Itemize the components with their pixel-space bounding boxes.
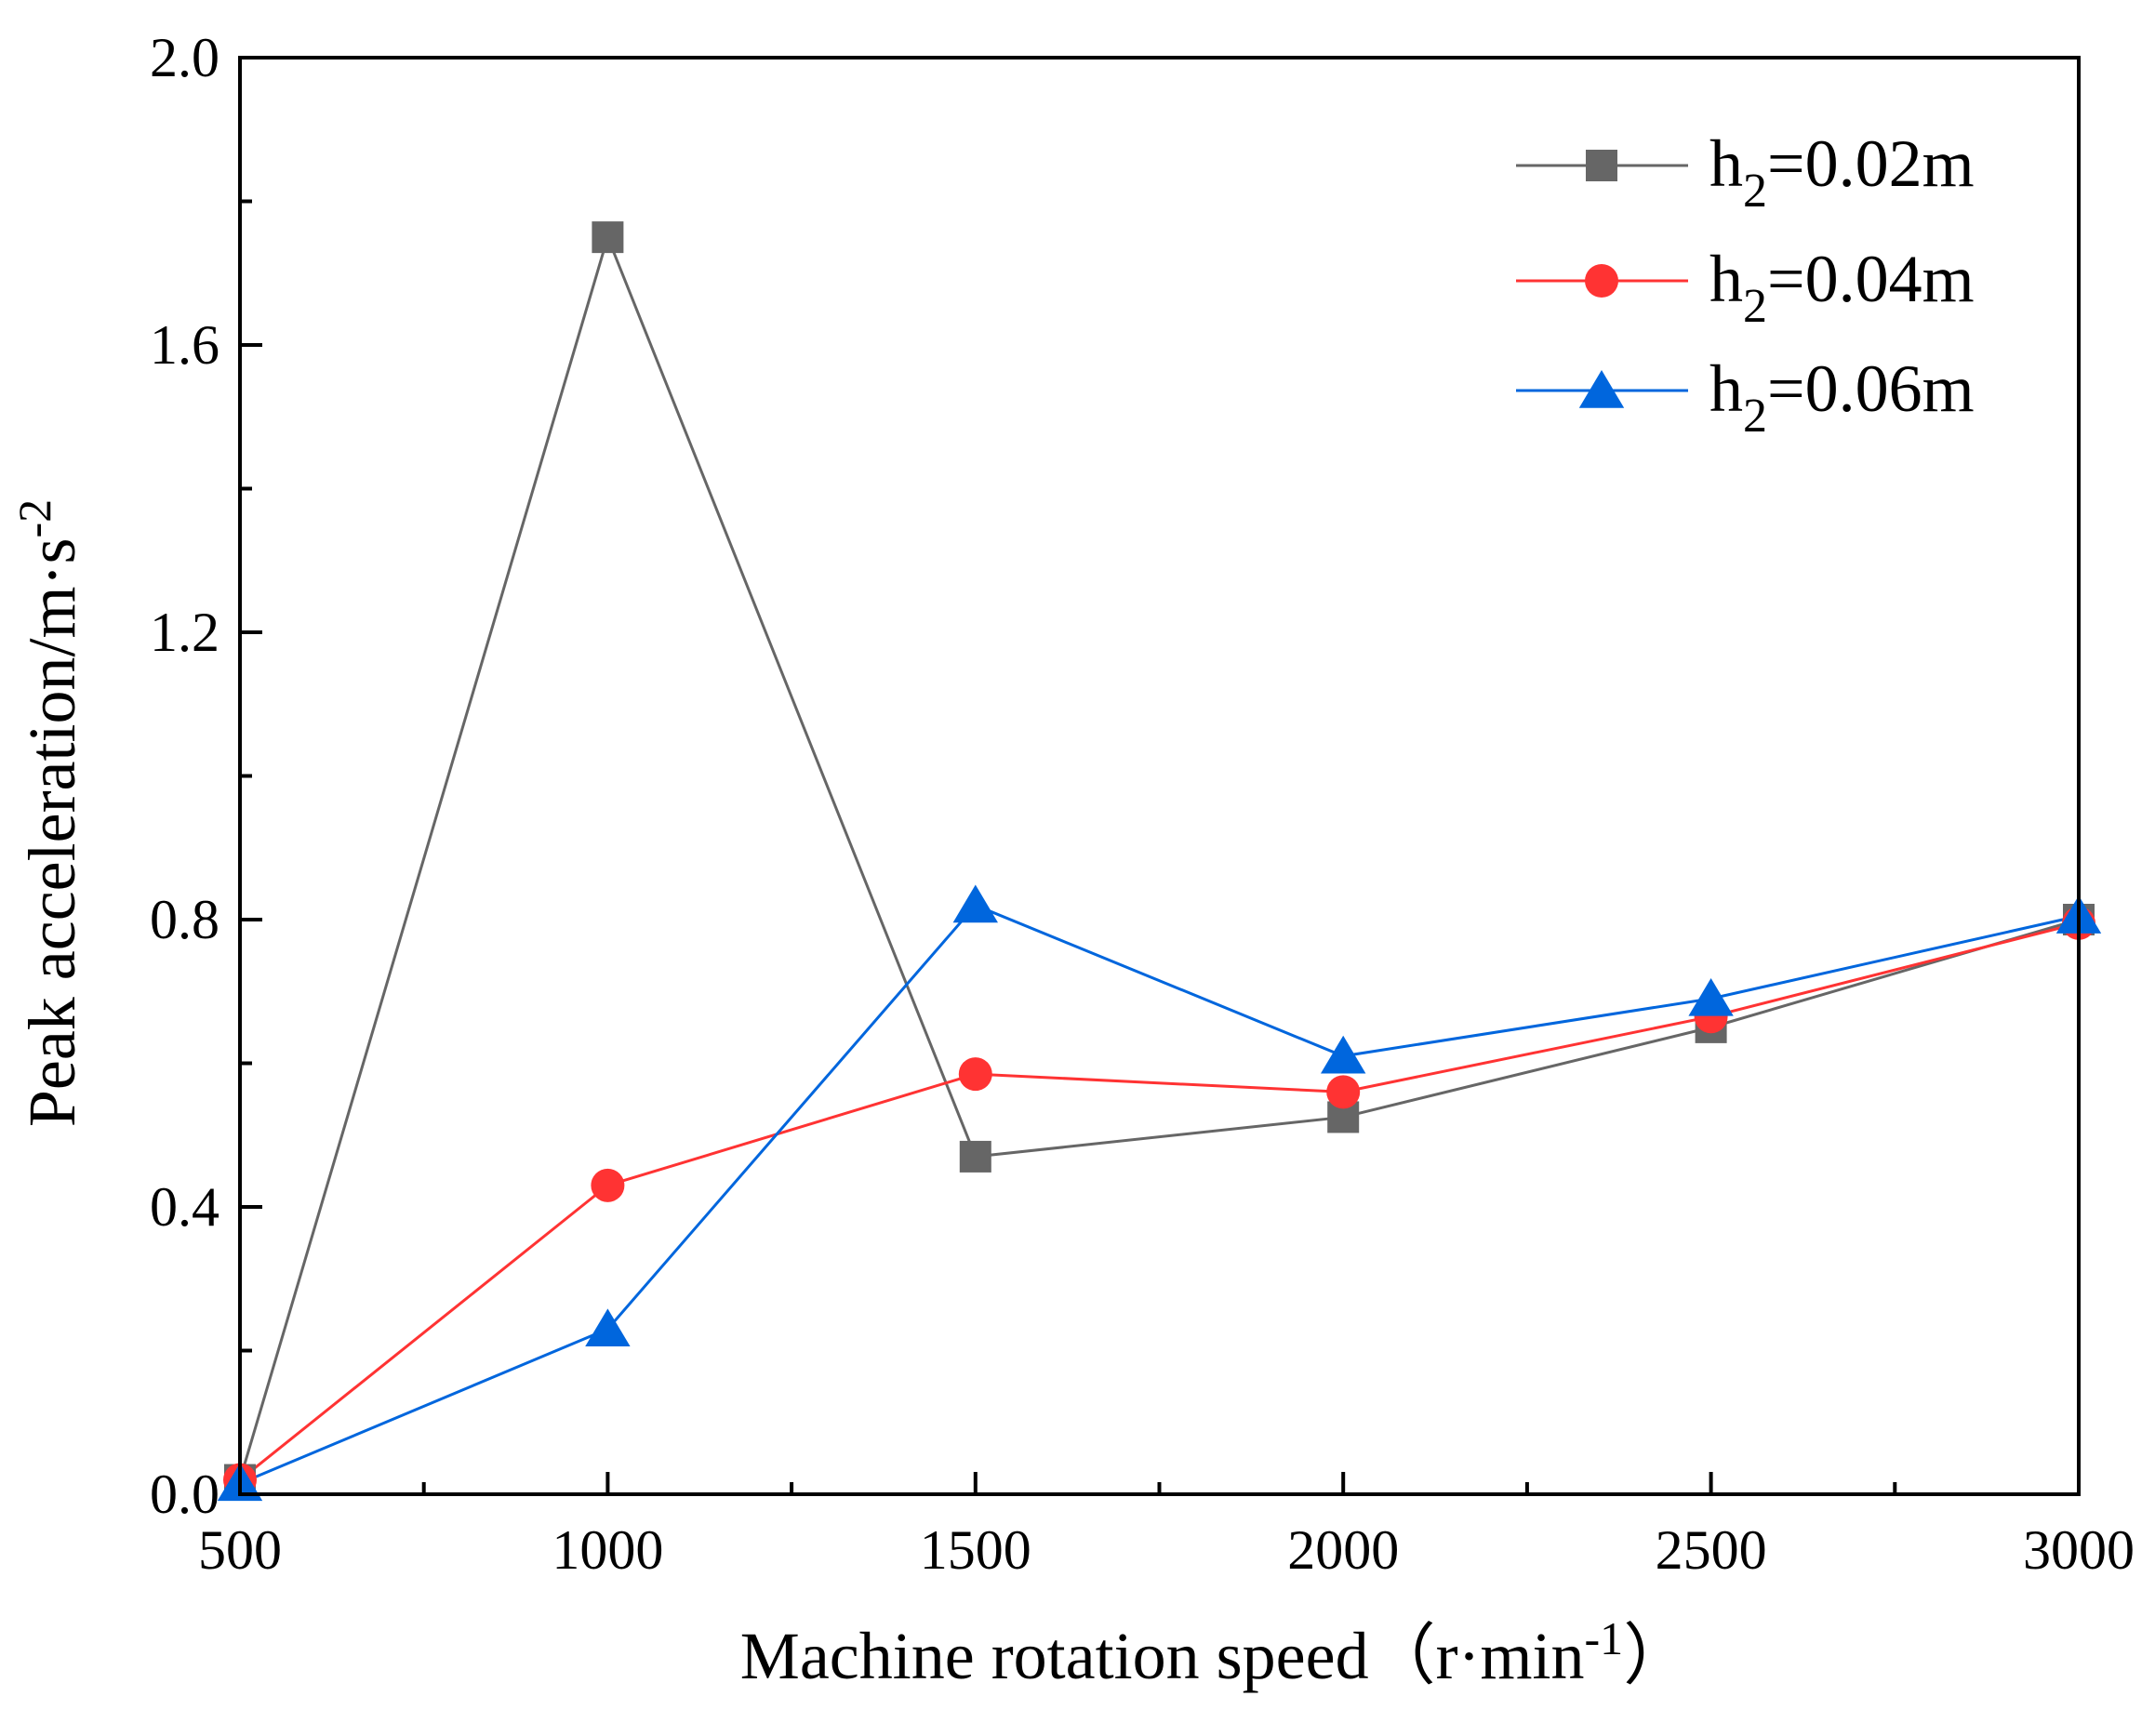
x-axis-title-main: Machine rotation speed（r·min xyxy=(740,1619,1585,1693)
y-axis-title: Peak acceleration/m·s-2 xyxy=(8,499,89,1127)
x-axis-title-superscript: -1 xyxy=(1585,1612,1624,1664)
y-axis-title-superscript: -2 xyxy=(8,499,60,538)
x-tick-label: 3000 xyxy=(2023,1519,2135,1581)
legend-marker-square xyxy=(1586,150,1617,181)
y-tick-label: 0.0 xyxy=(150,1464,219,1525)
data-point-square xyxy=(592,221,624,254)
x-tick-label: 1500 xyxy=(920,1519,1031,1581)
y-tick-label: 2.0 xyxy=(150,27,219,88)
data-point-square xyxy=(959,1140,991,1173)
data-point-triangle xyxy=(952,884,998,923)
y-axis-title-main: Peak acceleration/m·s xyxy=(15,537,89,1127)
y-tick-label: 1.2 xyxy=(150,602,219,663)
series-lines xyxy=(238,232,2080,1485)
legend-label: h2=0.04m xyxy=(1709,242,1975,333)
series-line-2 xyxy=(239,921,2080,1481)
plot-frame xyxy=(238,56,2081,1496)
data-point-circle xyxy=(958,1057,992,1092)
legend-marker-triangle xyxy=(1578,370,1625,408)
data-point-circle xyxy=(591,1168,625,1202)
x-tick-label: 2000 xyxy=(1287,1519,1399,1581)
series-line-3 xyxy=(239,903,2080,1485)
legend-item: h2=0.04m xyxy=(1516,242,1975,333)
x-tick-label: 500 xyxy=(198,1519,282,1581)
legend-label: h2=0.06m xyxy=(1709,351,1975,443)
legend-item: h2=0.06m xyxy=(1516,351,1975,443)
series-markers xyxy=(217,221,2102,1502)
legend-label: h2=0.02m xyxy=(1709,126,1975,218)
x-tick-label: 1000 xyxy=(552,1519,663,1581)
x-tick-labels: 500 1000 1500 2000 2500 3000 xyxy=(198,1519,2135,1581)
series-line-1 xyxy=(238,232,2080,1480)
legend-marker-circle xyxy=(1585,264,1618,298)
data-point-triangle xyxy=(1321,1035,1366,1074)
y-tick-label: 0.8 xyxy=(150,889,219,950)
data-point-circle xyxy=(1326,1075,1361,1109)
x-axis-title: Machine rotation speed（r·min-1） xyxy=(740,1612,1690,1693)
data-point-triangle xyxy=(1688,977,1734,1016)
y-tick-label: 1.6 xyxy=(150,314,219,376)
data-point-triangle xyxy=(585,1308,631,1347)
y-tick-label: 0.4 xyxy=(150,1176,219,1238)
x-tick-label: 2500 xyxy=(1656,1519,1767,1581)
legend: h2=0.02m h2=0.04m h2=0.06m xyxy=(1516,126,1975,443)
y-tick-labels: 0.0 0.4 0.8 1.2 1.6 2.0 xyxy=(150,27,219,1525)
legend-item: h2=0.02m xyxy=(1516,126,1975,218)
x-axis-title-suffix: ） xyxy=(1623,1619,1690,1693)
